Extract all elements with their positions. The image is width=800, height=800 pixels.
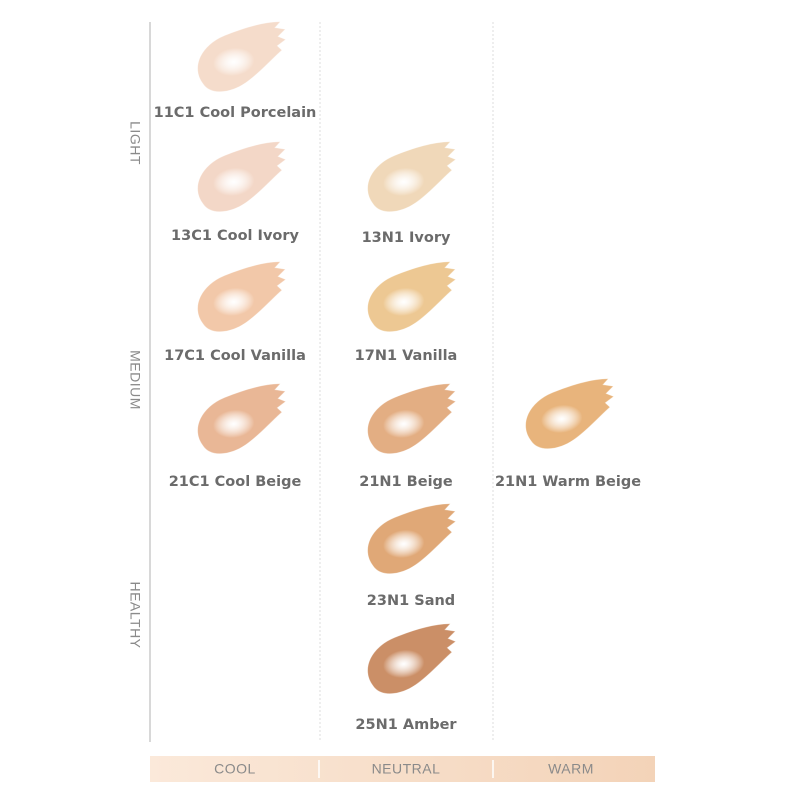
shade-label: 23N1 Sand — [367, 593, 455, 609]
swatch — [367, 623, 456, 694]
swatch — [197, 21, 286, 92]
swatch — [367, 141, 456, 212]
shade-label: 13N1 Ivory — [362, 230, 451, 246]
swatch — [525, 378, 614, 449]
shade-label: 21N1 Warm Beige — [495, 474, 641, 490]
shade-label: 21N1 Beige — [359, 474, 453, 490]
row-label: LIGHT — [127, 121, 143, 165]
shade-label: 11C1 Cool Porcelain — [154, 105, 317, 121]
swatch — [367, 261, 456, 332]
tone-bar — [150, 756, 655, 782]
shade-label: 25N1 Amber — [355, 717, 457, 733]
column-label: COOL — [214, 761, 256, 777]
swatch — [197, 141, 286, 212]
swatch — [197, 383, 286, 454]
swatch — [367, 383, 456, 454]
swatch — [367, 503, 456, 574]
shade-label: 17C1 Cool Vanilla — [164, 348, 306, 364]
shade-label: 17N1 Vanilla — [355, 348, 458, 364]
shade-label: 21C1 Cool Beige — [169, 474, 302, 490]
swatch — [197, 261, 286, 332]
row-label: HEALTHY — [127, 581, 143, 648]
column-label: NEUTRAL — [372, 761, 441, 777]
column-label: WARM — [548, 761, 594, 777]
row-label: MEDIUM — [127, 350, 143, 410]
shade-label: 13C1 Cool Ivory — [171, 228, 299, 244]
